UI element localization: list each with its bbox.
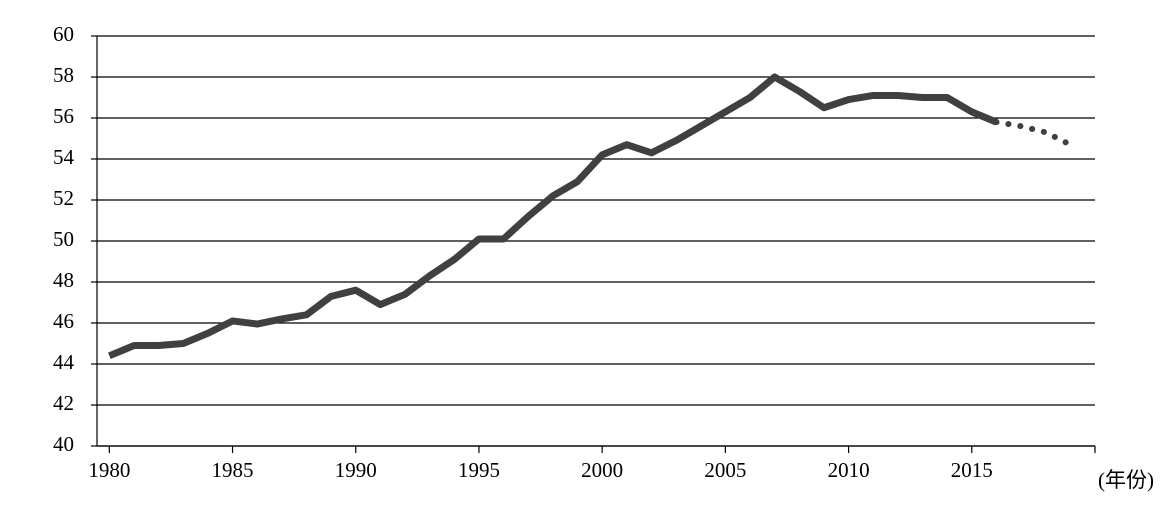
- y-tick-label: 52: [53, 186, 74, 210]
- x-tick-label: 1985: [212, 458, 254, 482]
- x-axis-label: (年份): [1098, 468, 1154, 492]
- data-line: [993, 119, 1074, 148]
- y-tick-label: 46: [53, 309, 74, 333]
- y-tick-label: 54: [53, 145, 75, 169]
- x-tick-label: 2015: [951, 458, 993, 482]
- y-tick-label: 60: [53, 22, 74, 46]
- x-tick-label: 1995: [458, 458, 500, 482]
- y-tick-label: 40: [53, 432, 74, 456]
- y-tick-label: 44: [53, 350, 75, 374]
- x-tick-label: 2005: [704, 458, 746, 482]
- y-tick-label: 56: [53, 104, 74, 128]
- x-tick-label: 2010: [828, 458, 870, 482]
- x-tick-label: 1980: [88, 458, 130, 482]
- y-tick-label: 48: [53, 268, 74, 292]
- y-tick-label: 58: [53, 63, 74, 87]
- y-tick-label: 50: [53, 227, 74, 251]
- x-tick-label: 2000: [581, 458, 623, 482]
- x-tick-label: 1990: [335, 458, 377, 482]
- y-tick-label: 42: [53, 391, 74, 415]
- data-line: [107, 73, 998, 360]
